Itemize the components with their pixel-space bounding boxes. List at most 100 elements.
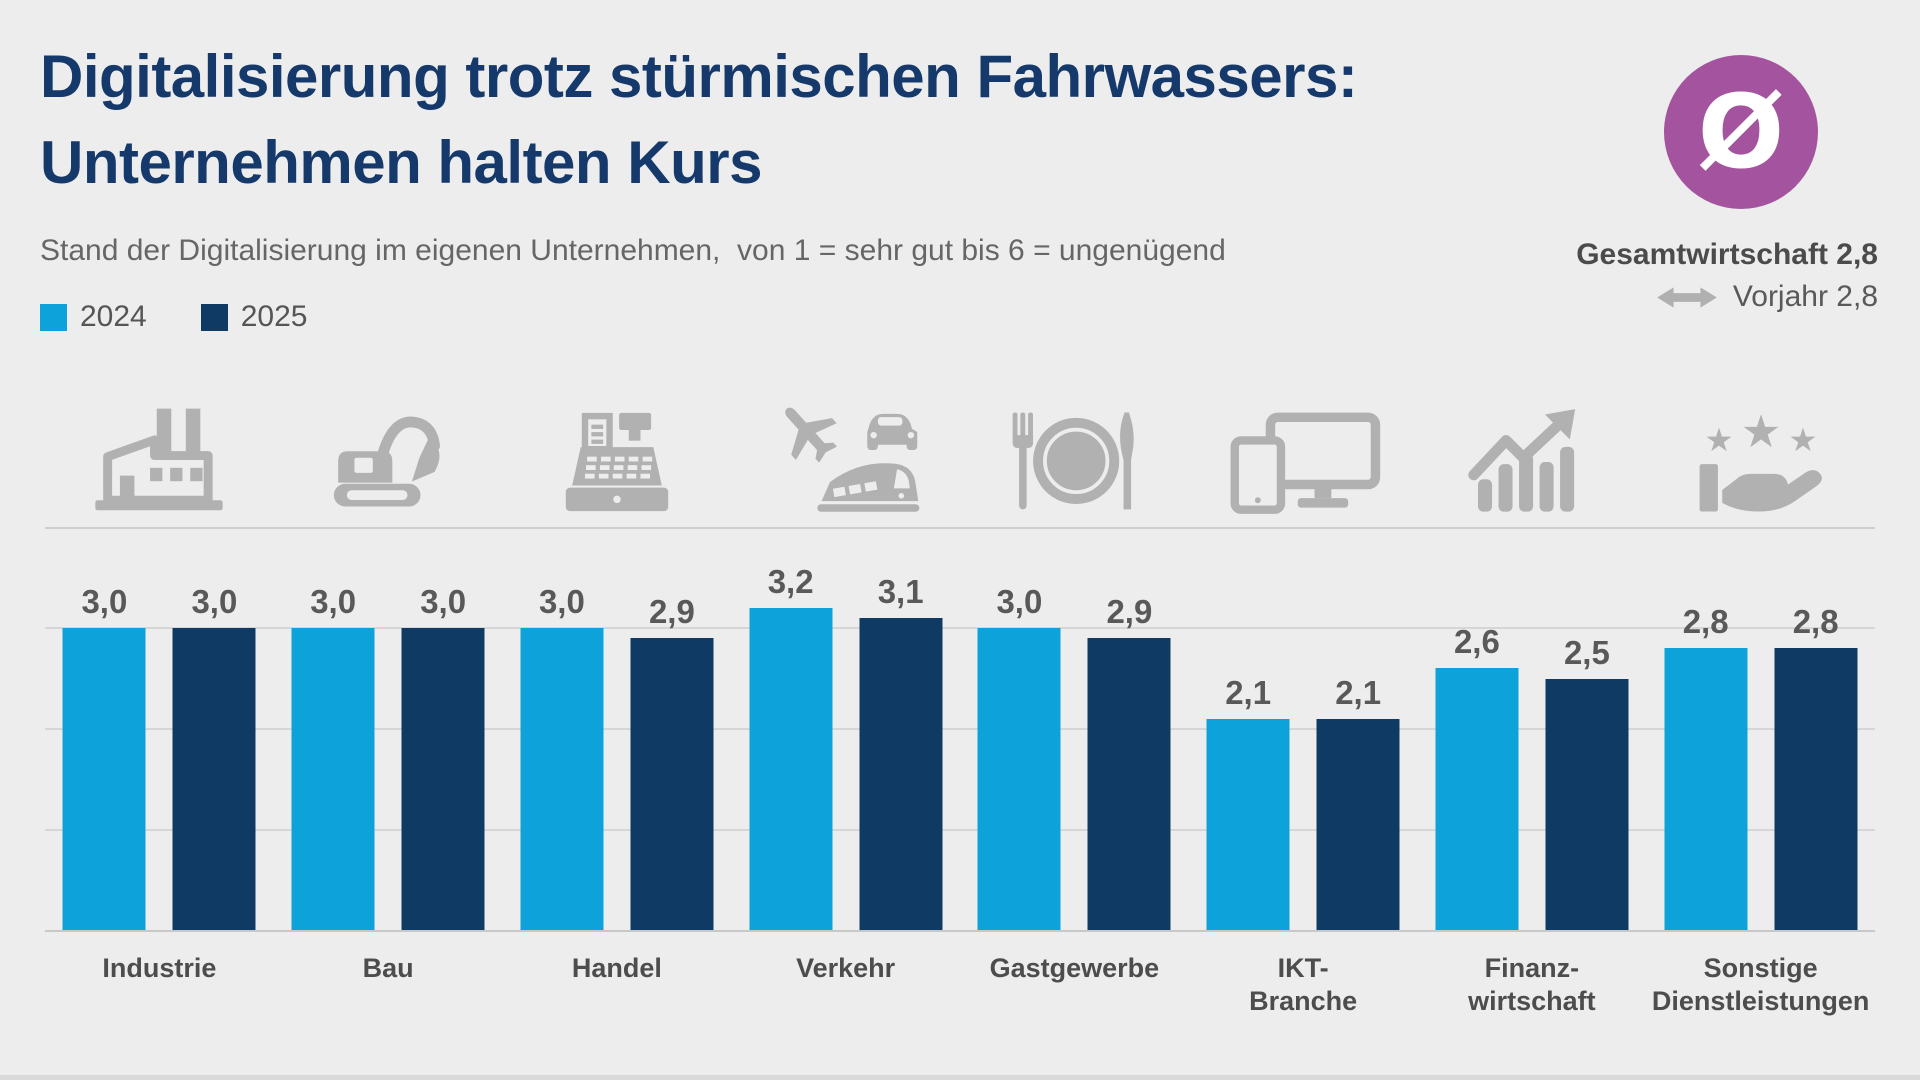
bar-2025 [1316, 718, 1400, 931]
icons-divider-line [45, 527, 1875, 529]
excavator-icon [333, 416, 441, 507]
legend-swatch-2024 [40, 303, 67, 331]
category-column-industrie: 3,0 3,0 Industrie [45, 0, 274, 1080]
factory-icon [95, 408, 224, 511]
bar-group-2025: 3,0 [172, 583, 256, 931]
legend-label: 2024 [80, 300, 147, 333]
icon-cell [274, 396, 503, 516]
average-primary-label: Gesamtwirtschaft 2,8 [1576, 238, 1878, 271]
bar-2024 [520, 628, 604, 931]
category-label: Bau [362, 953, 414, 983]
bar-group-2025: 3,1 [859, 572, 943, 931]
bar-group-2025: 2,9 [1087, 593, 1171, 931]
average-badge: Ø [1664, 55, 1818, 209]
bar-value-label: 3,2 [767, 562, 814, 600]
bar-value-label: 2,8 [1792, 603, 1839, 641]
category-column-gastgewerbe: 3,0 2,9 Gastgewerbe [960, 0, 1189, 1080]
legend-label: 2025 [240, 300, 308, 333]
icon-cell [731, 396, 960, 516]
bar-group-2024: 3,0 [520, 583, 604, 931]
bar-columns: 3,0 3,0 Industrie 3,0 3,0 Bau 3,0 2,9 Handel 3… [45, 0, 1875, 1080]
category-column-bau: 3,0 3,0 Bau [274, 0, 503, 1080]
page-title-line2: Unternehmen halten Kurs [40, 129, 762, 196]
bottom-border-strip [0, 1075, 1920, 1080]
svg-text:★: ★ [1704, 421, 1733, 459]
bar-value-label: 2,9 [648, 593, 695, 631]
hand-stars-icon: ★ ★ ★ [1699, 408, 1822, 512]
gridline-1 [45, 829, 1875, 831]
icon-cell [960, 396, 1189, 516]
bar-2025 [401, 628, 485, 931]
category-label: Industrie [102, 953, 217, 983]
bar-group-2025: 2,8 [1774, 603, 1858, 931]
page-title-line1: Digitalisierung trotz stürmischen Fahrwa… [40, 43, 1358, 110]
category-column-finanzwirtschaft: 2,6 2,5 Finanz-wirtschaft [1418, 0, 1647, 1080]
icon-cell: ★ ★ ★ [1646, 396, 1875, 516]
left-right-arrow-icon [1657, 286, 1717, 308]
bar-value-label: 3,0 [81, 583, 128, 620]
bar-2024 [62, 628, 146, 931]
category-column-verkehr: 3,2 3,1 Verkehr [731, 0, 960, 1080]
icon-cell [45, 396, 274, 516]
category-label: Gastgewerbe [989, 953, 1160, 983]
restaurant-icon [1012, 412, 1135, 510]
bar-value-label: 3,0 [310, 583, 357, 620]
category-label: Handel [571, 953, 662, 983]
gridline-3 [45, 627, 1875, 629]
bar-value-label: 3,0 [538, 583, 585, 620]
bar-value-label: 3,0 [996, 583, 1043, 620]
bar-group-2024: 3,0 [62, 583, 146, 931]
bar-group-2024: 3,0 [977, 583, 1061, 931]
average-secondary-label: Vorjahr 2,8 [1732, 280, 1878, 313]
bar-value-label: 3,1 [877, 572, 924, 610]
category-column-handel: 3,0 2,9 Handel [503, 0, 732, 1080]
icon-cell [1418, 396, 1647, 516]
page-title: Digitalisierung trotz stürmischen Fahrwa… [40, 34, 1358, 206]
bar-2025 [1545, 678, 1629, 931]
bar-group-2024: 2,8 [1664, 603, 1748, 931]
bar-2024 [291, 628, 375, 931]
bar-value-label: 2,1 [1335, 673, 1382, 711]
bar-2024 [977, 628, 1061, 931]
bar-chart: ★ ★ ★ 3,0 3,0 Industrie 3,0 3,0 Bau 3,0 2,9 Ha… [45, 0, 1875, 1080]
bar-2025 [172, 628, 256, 931]
bar-group-2025: 2,1 [1316, 673, 1400, 931]
growth-chart-icon [1468, 409, 1576, 512]
bar-value-label: 3,0 [191, 583, 238, 620]
transport-icon [784, 407, 920, 512]
bar-group-2024: 2,6 [1435, 623, 1519, 931]
bar-value-label: 3,0 [420, 583, 467, 620]
bar-2024 [1435, 668, 1519, 931]
svg-text:★: ★ [1740, 408, 1781, 458]
category-label: IKT- Branche [1249, 953, 1358, 1016]
category-icons-row: ★ ★ ★ [45, 396, 1875, 516]
legend-item-2024: 2024 [40, 300, 147, 334]
bar-group-2025: 2,9 [630, 593, 714, 931]
bar-2024 [1664, 648, 1748, 931]
svg-text:★: ★ [1788, 421, 1817, 459]
category-column-ikt-branche: 2,1 2,1 IKT- Branche [1189, 0, 1418, 1080]
bar-group-2025: 2,5 [1545, 633, 1629, 931]
icon-cell [1189, 396, 1418, 516]
category-label: Finanz-wirtschaft [1468, 953, 1596, 1016]
bar-value-label: 2,1 [1225, 673, 1272, 711]
legend-item-2025: 2025 [200, 300, 308, 334]
category-label: Sonstige Dienstleistungen [1651, 953, 1870, 1016]
cash-register-icon [565, 412, 669, 512]
chart-baseline [45, 930, 1875, 932]
devices-icon [1230, 412, 1381, 514]
icon-cell [503, 396, 732, 516]
average-secondary-row: Vorjahr 2,8 [1655, 280, 1878, 314]
chart-legend: 2024 2025 [40, 300, 308, 334]
average-symbol-icon: Ø [1697, 72, 1785, 192]
bar-group-2025: 3,0 [401, 583, 485, 931]
bar-value-label: 2,8 [1682, 603, 1729, 641]
bar-value-label: 2,6 [1453, 623, 1500, 661]
bar-2025 [859, 617, 943, 931]
bar-group-2024: 2,1 [1206, 673, 1290, 931]
bar-group-2024: 3,0 [291, 583, 375, 931]
category-column-sonstige-dienstleistungen: 2,8 2,8 Sonstige Dienstleistungen [1646, 0, 1875, 1080]
bar-value-label: 2,5 [1563, 633, 1610, 671]
bar-2024 [749, 607, 833, 931]
